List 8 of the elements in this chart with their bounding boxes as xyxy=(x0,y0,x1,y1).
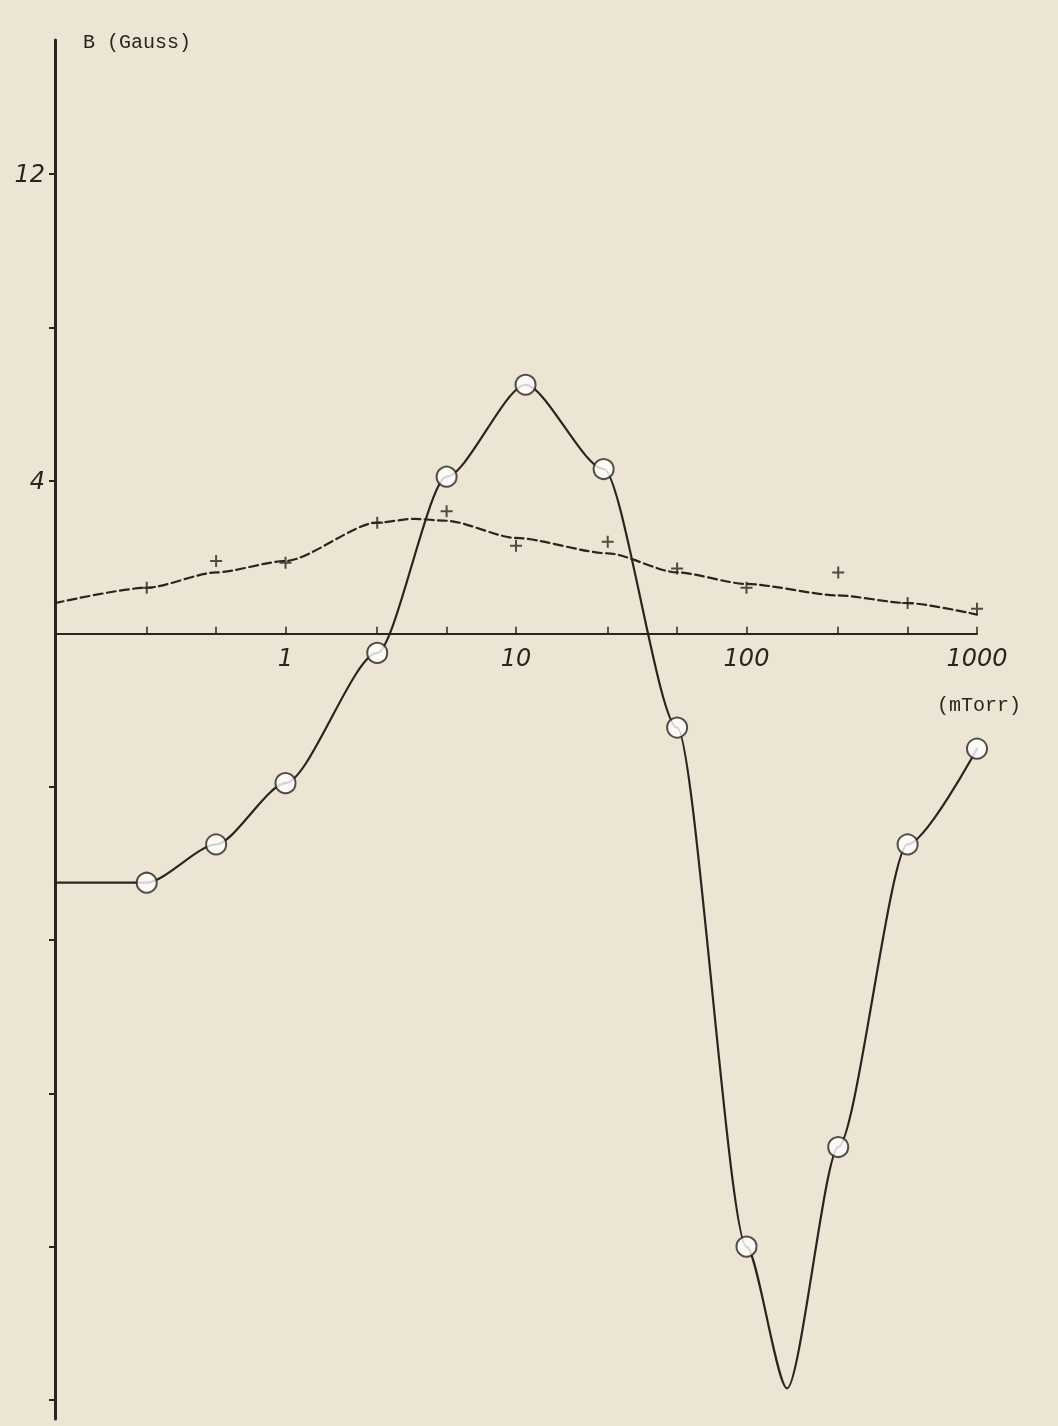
y-axis-title: B (Gauss) xyxy=(83,30,192,54)
y-tick-label: 4 xyxy=(29,466,45,495)
x-tick-label: 1 xyxy=(277,643,294,672)
x-tick-label: 1000 xyxy=(946,643,1008,672)
y-tick-label: 12 xyxy=(14,160,45,189)
x-axis-title: (mTorr) xyxy=(937,694,1022,718)
x-tick-label: 10 xyxy=(500,643,532,672)
x-tick-label: 100 xyxy=(723,643,770,672)
